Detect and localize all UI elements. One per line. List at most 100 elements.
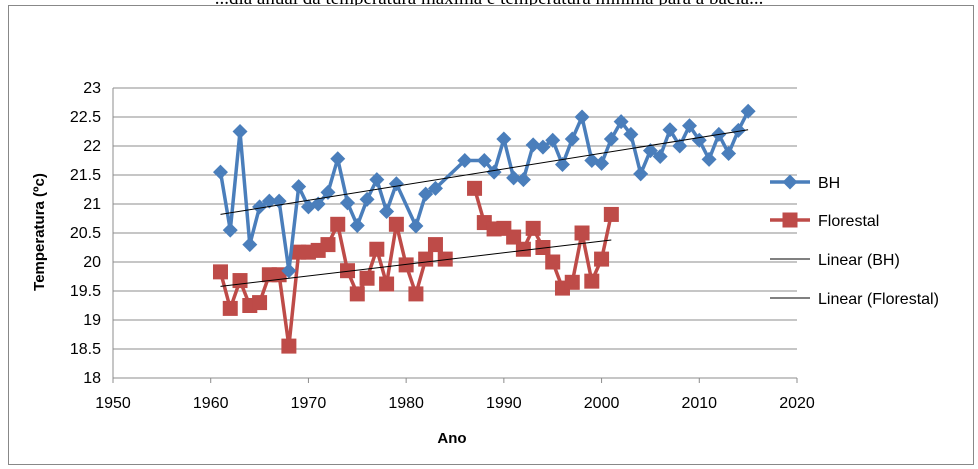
bh-point: [369, 172, 385, 188]
x-axis-title: Ano: [437, 430, 466, 447]
florestal-point: [349, 286, 365, 302]
florestal-trendline: [220, 239, 612, 287]
bh-point: [310, 196, 326, 212]
legend-marker: [782, 212, 798, 228]
y-tick-label: 21: [83, 196, 101, 213]
legend-label: Linear (Florestal): [818, 291, 939, 308]
y-tick-label: 18: [83, 370, 101, 387]
florestal-point: [379, 276, 395, 292]
bh-point: [652, 148, 668, 164]
florestal-point: [252, 295, 268, 311]
florestal-point: [281, 338, 297, 354]
bh-point: [476, 153, 492, 168]
legend-label: Florestal: [818, 213, 879, 230]
bh-point: [633, 166, 649, 182]
x-tick-label: 1970: [291, 395, 327, 412]
bh-point: [642, 143, 658, 159]
bh-point: [682, 118, 698, 134]
bh-point: [701, 151, 717, 167]
florestal-point: [330, 216, 346, 232]
bh-point: [691, 132, 707, 148]
bh-point: [349, 217, 365, 233]
florestal-point: [564, 274, 580, 290]
bh-point: [291, 179, 307, 195]
florestal-point: [584, 273, 600, 289]
florestal-point: [603, 206, 619, 222]
bh-point: [242, 237, 258, 253]
bh-point: [330, 151, 346, 167]
x-tick-label: 2010: [681, 395, 717, 412]
florestal-point: [574, 225, 590, 241]
legend-label: BH: [818, 175, 840, 192]
x-tick-label: 1960: [193, 395, 229, 412]
bh-point: [261, 193, 277, 209]
x-tick-label: 1980: [388, 395, 424, 412]
florestal-point: [388, 216, 404, 232]
bh-point: [427, 180, 443, 196]
bh-point: [281, 263, 297, 279]
florestal-point: [594, 251, 610, 267]
y-tick-label: 20: [83, 254, 101, 271]
bh-point: [515, 172, 531, 188]
axes: 18 18.5 19 19.5 20 20.5 21 21.5 22 22.5 23 1950 1960…: [70, 80, 815, 412]
y-tick-label: 18.5: [70, 341, 101, 358]
bh-point: [222, 222, 238, 238]
bh-point: [535, 139, 551, 155]
florestal-point: [506, 229, 522, 245]
legend: BH Florestal Linear (BH) Linear (Florestal): [770, 174, 939, 308]
legend-label: Linear (BH): [818, 252, 900, 269]
bh-point: [506, 170, 522, 186]
bh-point: [408, 218, 424, 234]
figure-caption: ...dia anual da temperatura máxima e tem…: [0, 0, 978, 9]
bh-point: [613, 114, 629, 130]
bh-point: [388, 176, 404, 192]
bh-point: [379, 204, 395, 220]
florestal-point: [320, 237, 336, 253]
bh-point: [740, 103, 756, 119]
bh-point: [603, 131, 619, 147]
florestal-point: [408, 286, 424, 302]
y-tick-label: 22: [83, 138, 101, 155]
y-tick-label: 20.5: [70, 225, 101, 242]
florestal-point: [359, 270, 375, 286]
bh-point: [594, 155, 610, 171]
florestal-point: [427, 237, 443, 253]
bh-point: [457, 153, 473, 168]
y-tick-label: 21.5: [70, 167, 101, 184]
x-tick-label: 1950: [95, 395, 131, 412]
series-layer: [212, 103, 756, 354]
bh-point: [486, 164, 502, 180]
bh-point: [212, 164, 228, 180]
florestal-point: [418, 251, 434, 267]
bh-trendline: [220, 129, 749, 215]
bh-point: [721, 146, 737, 162]
florestal-point: [369, 241, 385, 257]
bh-point: [564, 131, 580, 147]
florestal-point: [340, 263, 356, 279]
y-tick-label: 22.5: [70, 109, 101, 126]
florestal-point: [525, 220, 541, 236]
bh-point: [340, 195, 356, 211]
bh-point: [359, 191, 375, 207]
bh-point: [232, 124, 248, 139]
x-tick-label: 2020: [779, 395, 815, 412]
y-tick-label: 19.5: [70, 283, 101, 300]
y-tick-label: 23: [83, 80, 101, 97]
x-tick-label: 1990: [486, 395, 522, 412]
florestal-point: [515, 241, 531, 257]
florestal-point: [222, 300, 238, 316]
florestal-point: [232, 273, 248, 289]
florestal-point: [437, 251, 453, 267]
florestal-line: [472, 187, 614, 290]
bh-point: [554, 157, 570, 173]
bh-point: [623, 126, 639, 142]
florestal-point: [467, 180, 483, 196]
florestal-point: [398, 257, 414, 273]
florestal-point: [212, 264, 228, 280]
bh-point: [545, 132, 561, 148]
bh-point: [496, 131, 512, 147]
bh-point: [271, 193, 287, 209]
y-tick-label: 19: [83, 312, 101, 329]
florestal-point: [535, 240, 551, 255]
